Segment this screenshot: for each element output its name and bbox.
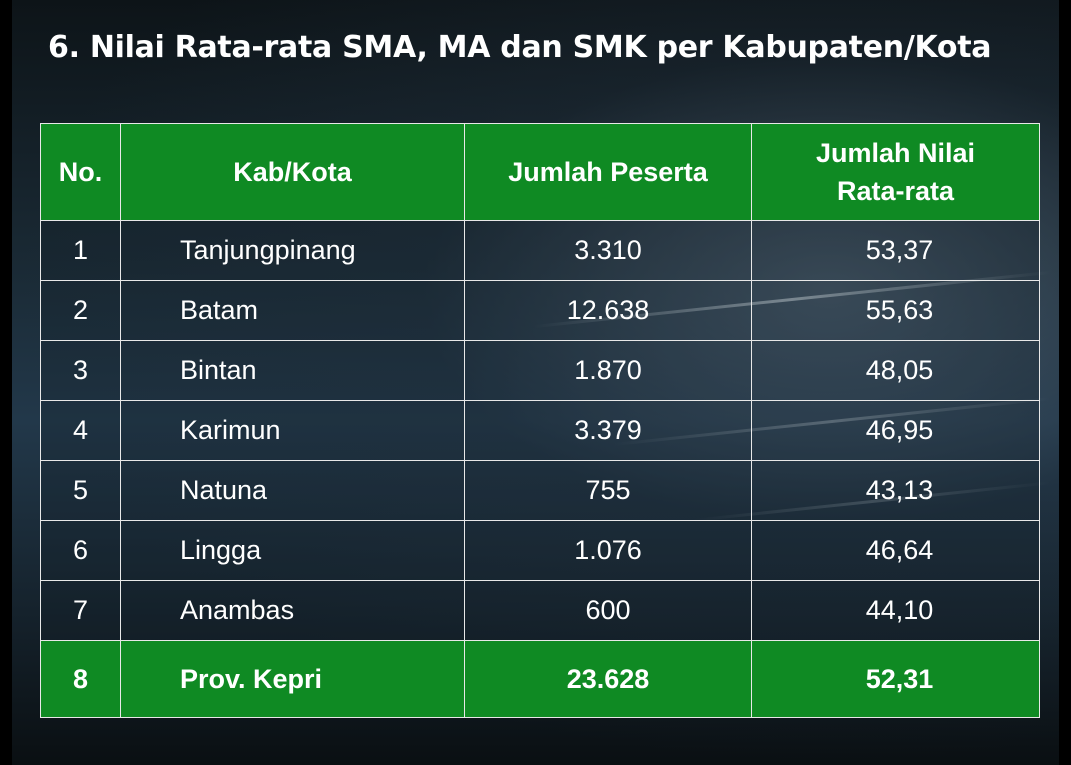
cell-kab-kota: Karimun [120, 400, 465, 461]
table-row: 5 Natuna 755 43,13 [40, 460, 1040, 521]
cell-no: 6 [40, 520, 121, 581]
cell-no: 4 [40, 400, 121, 461]
cell-peserta-total: 23.628 [464, 640, 752, 718]
cell-nilai-value: 53,37 [865, 235, 934, 265]
table-header-row: No. Kab/Kota Jumlah Peserta Jumlah Nilai… [40, 123, 1040, 221]
header-jumlah-peserta: Jumlah Peserta [464, 123, 752, 221]
cell-kab-kota-total: Prov. Kepri [120, 640, 465, 718]
cell-no: 7 [40, 580, 121, 641]
cell-nilai: 43,13 [751, 460, 1040, 521]
cell-kab-kota-label: Batam [180, 295, 259, 325]
cell-peserta: 1.076 [464, 520, 752, 581]
cell-nilai-value: 44,10 [865, 595, 934, 625]
header-no: No. [40, 123, 121, 221]
cell-kab-kota-label: Karimun [180, 415, 281, 445]
cell-kab-kota-total-label: Prov. Kepri [180, 663, 323, 694]
cell-nilai-total-value: 52,31 [865, 663, 934, 694]
table-row: 7 Anambas 600 44,10 [40, 580, 1040, 641]
cell-nilai-total: 52,31 [751, 640, 1040, 718]
cell-kab-kota: Natuna [120, 460, 465, 521]
cell-kab-kota-label: Lingga [180, 535, 262, 565]
header-kab-kota: Kab/Kota [120, 123, 465, 221]
header-nilai-line2: Rata-rata [836, 176, 955, 206]
cell-peserta: 12.638 [464, 280, 752, 341]
cell-peserta: 3.379 [464, 400, 752, 461]
table-row: 3 Bintan 1.870 48,05 [40, 340, 1040, 401]
table-row: 1 Tanjungpinang 3.310 53,37 [40, 220, 1040, 281]
cell-nilai-value: 46,64 [865, 535, 934, 565]
cell-no: 1 [40, 220, 121, 281]
cell-nilai-value: 55,63 [865, 295, 934, 325]
table-row: 6 Lingga 1.076 46,64 [40, 520, 1040, 581]
cell-nilai: 53,37 [751, 220, 1040, 281]
cell-nilai: 46,95 [751, 400, 1040, 461]
cell-kab-kota-label: Anambas [180, 595, 295, 625]
cell-no: 2 [40, 280, 121, 341]
cell-nilai-value: 48,05 [865, 355, 934, 385]
cell-kab-kota-label: Bintan [180, 355, 257, 385]
cell-kab-kota: Bintan [120, 340, 465, 401]
cell-nilai: 46,64 [751, 520, 1040, 581]
cell-no: 3 [40, 340, 121, 401]
cell-peserta: 1.870 [464, 340, 752, 401]
cell-nilai-value: 43,13 [865, 475, 934, 505]
cell-nilai: 44,10 [751, 580, 1040, 641]
header-nilai-rata-rata: Jumlah Nilai Rata-rata [751, 123, 1040, 221]
table-row: 2 Batam 12.638 55,63 [40, 280, 1040, 341]
cell-kab-kota: Tanjungpinang [120, 220, 465, 281]
cell-kab-kota-label: Natuna [180, 475, 268, 505]
cell-nilai-value: 46,95 [865, 415, 934, 445]
cell-kab-kota: Anambas [120, 580, 465, 641]
cell-kab-kota-label: Tanjungpinang [180, 235, 356, 265]
cell-nilai: 48,05 [751, 340, 1040, 401]
header-nilai-line1: Jumlah Nilai [815, 138, 976, 168]
cell-peserta: 3.310 [464, 220, 752, 281]
cell-peserta: 755 [464, 460, 752, 521]
cell-kab-kota: Batam [120, 280, 465, 341]
table-total-row: 8 Prov. Kepri 23.628 52,31 [40, 640, 1040, 718]
table-row: 4 Karimun 3.379 46,95 [40, 400, 1040, 461]
cell-peserta: 600 [464, 580, 752, 641]
results-table: No. Kab/Kota Jumlah Peserta Jumlah Nilai… [40, 123, 1040, 718]
cell-no-total: 8 [40, 640, 121, 718]
cell-no: 5 [40, 460, 121, 521]
cell-nilai: 55,63 [751, 280, 1040, 341]
slide-title: 6. Nilai Rata-rata SMA, MA dan SMK per K… [48, 30, 992, 65]
cell-kab-kota: Lingga [120, 520, 465, 581]
